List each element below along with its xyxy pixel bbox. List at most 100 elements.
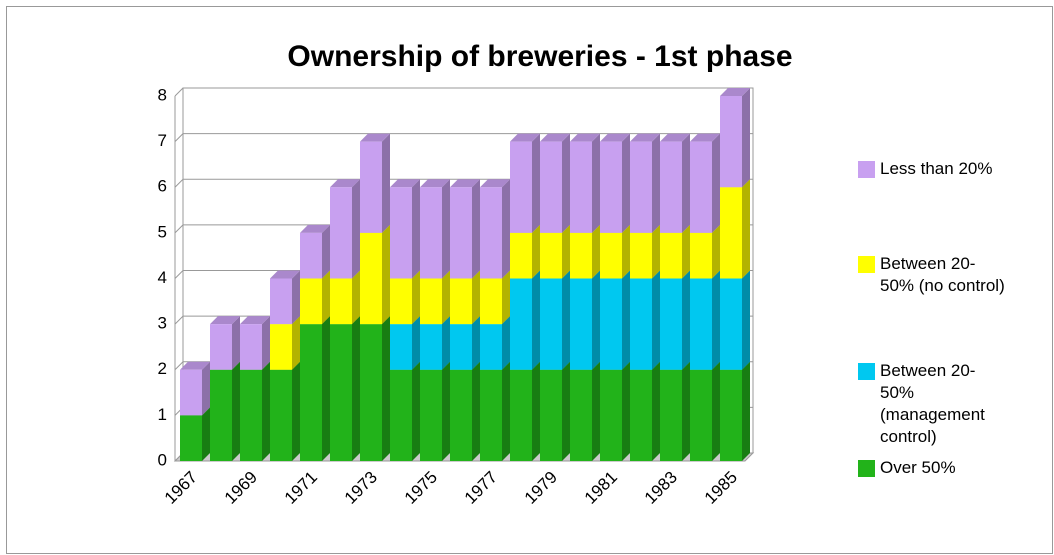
bar (420, 324, 442, 370)
bar (450, 324, 472, 370)
bar-side (742, 88, 750, 188)
bar (570, 141, 592, 233)
bar-top (570, 133, 600, 142)
legend-label: Less than 20% (880, 159, 993, 178)
bar (450, 369, 472, 461)
bar-side (262, 361, 270, 461)
bar (600, 141, 622, 233)
bar-side (532, 133, 540, 233)
bar-side (562, 361, 570, 461)
bar-side (442, 270, 450, 325)
bar (450, 278, 472, 325)
bar (480, 187, 502, 279)
bar (540, 369, 562, 461)
grid-line-side (174, 315, 184, 325)
bar (240, 324, 262, 370)
bar (390, 324, 412, 370)
bar-side (322, 224, 330, 279)
y-tick-label: 7 (158, 131, 167, 150)
bar (180, 369, 202, 416)
bar (480, 324, 502, 370)
bar-top (210, 316, 240, 325)
legend-swatch (858, 460, 875, 477)
frame (6, 6, 1053, 554)
bar-side (622, 133, 630, 233)
bar-side (292, 270, 300, 325)
x-tick-label: 1981 (581, 468, 621, 508)
bar (630, 232, 652, 279)
bar-side (532, 224, 540, 279)
bar (540, 278, 562, 370)
bar (360, 232, 382, 325)
bar-side (352, 270, 360, 325)
bar-side (352, 179, 360, 279)
bar-side (652, 361, 660, 461)
bar-side (622, 270, 630, 370)
bar (210, 369, 232, 461)
y-tick-label: 1 (158, 405, 167, 424)
bar (300, 324, 322, 461)
bar (570, 232, 592, 279)
x-tick-label: 1977 (461, 468, 501, 508)
bar-side (742, 361, 750, 461)
bar-side (292, 361, 300, 461)
y-tick-label: 3 (158, 314, 167, 333)
bar-top (330, 179, 360, 188)
y-tick-label: 5 (158, 222, 167, 241)
bar (720, 187, 742, 279)
bar-side (652, 270, 660, 370)
bar-side (682, 224, 690, 279)
legend-label: Over 50% (880, 458, 956, 477)
bar-side (472, 179, 480, 279)
y-tick-label: 8 (158, 85, 167, 104)
bar-side (472, 361, 480, 461)
bar-side (562, 224, 570, 279)
bar-top (300, 224, 330, 233)
bar (240, 369, 262, 461)
bar (360, 324, 382, 461)
bar-side (562, 270, 570, 370)
bar-top (450, 179, 480, 188)
bar-side (622, 361, 630, 461)
bar-side (622, 224, 630, 279)
bar-side (592, 361, 600, 461)
bar-side (502, 270, 510, 325)
bar (660, 141, 682, 233)
bar-top (390, 179, 420, 188)
bar-top (420, 179, 450, 188)
bar-side (592, 224, 600, 279)
bar-side (532, 361, 540, 461)
bar (420, 187, 442, 279)
bar-side (652, 224, 660, 279)
bar-side (442, 316, 450, 370)
y-tick-label: 4 (158, 268, 167, 287)
bar (330, 278, 352, 325)
bar (390, 187, 412, 279)
legend-swatch (858, 256, 875, 273)
bar (630, 278, 652, 370)
chart-title: Ownership of breweries - 1st phase (287, 40, 792, 73)
bar (540, 141, 562, 233)
bar-side (472, 270, 480, 325)
bar-side (412, 316, 420, 370)
bar-side (562, 133, 570, 233)
bar-side (742, 179, 750, 279)
bar-top (720, 88, 750, 96)
bar (330, 187, 352, 279)
bar (690, 369, 712, 461)
bar-side (442, 361, 450, 461)
legend-swatch (858, 161, 875, 178)
x-tick-label: 1969 (221, 468, 261, 508)
bar (690, 278, 712, 370)
bar-side (502, 361, 510, 461)
bar (570, 278, 592, 370)
bar-side (592, 270, 600, 370)
x-tick-label: 1971 (281, 468, 321, 508)
bar-side (592, 133, 600, 233)
bar (630, 141, 652, 233)
bar (690, 232, 712, 279)
bar (510, 278, 532, 370)
bar (480, 278, 502, 325)
bar-side (712, 224, 720, 279)
